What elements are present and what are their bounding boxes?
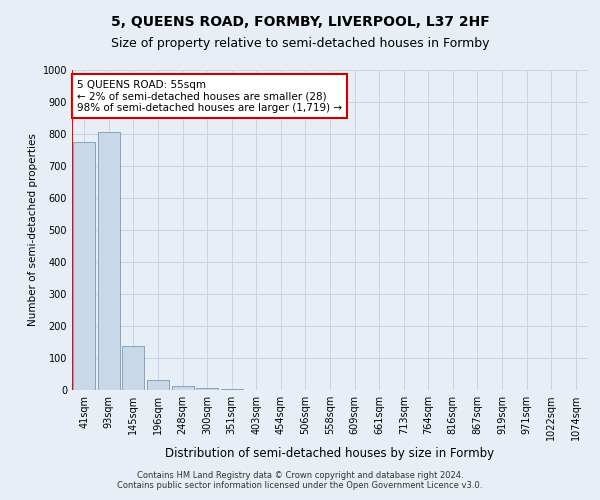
Text: Contains HM Land Registry data © Crown copyright and database right 2024.
Contai: Contains HM Land Registry data © Crown c…	[118, 470, 482, 490]
Bar	[196, 388, 218, 390]
Bar	[122, 346, 145, 390]
Y-axis label: Number of semi-detached properties: Number of semi-detached properties	[28, 134, 38, 326]
Text: 5 QUEENS ROAD: 55sqm
← 2% of semi-detached houses are smaller (28)
98% of semi-d: 5 QUEENS ROAD: 55sqm ← 2% of semi-detach…	[77, 80, 342, 113]
Bar	[221, 389, 243, 390]
Bar	[98, 132, 120, 390]
X-axis label: Distribution of semi-detached houses by size in Formby: Distribution of semi-detached houses by …	[166, 448, 494, 460]
Text: Size of property relative to semi-detached houses in Formby: Size of property relative to semi-detach…	[111, 38, 489, 51]
Text: 5, QUEENS ROAD, FORMBY, LIVERPOOL, L37 2HF: 5, QUEENS ROAD, FORMBY, LIVERPOOL, L37 2…	[110, 15, 490, 29]
Bar	[172, 386, 194, 390]
Bar	[73, 142, 95, 390]
Bar	[147, 380, 169, 390]
